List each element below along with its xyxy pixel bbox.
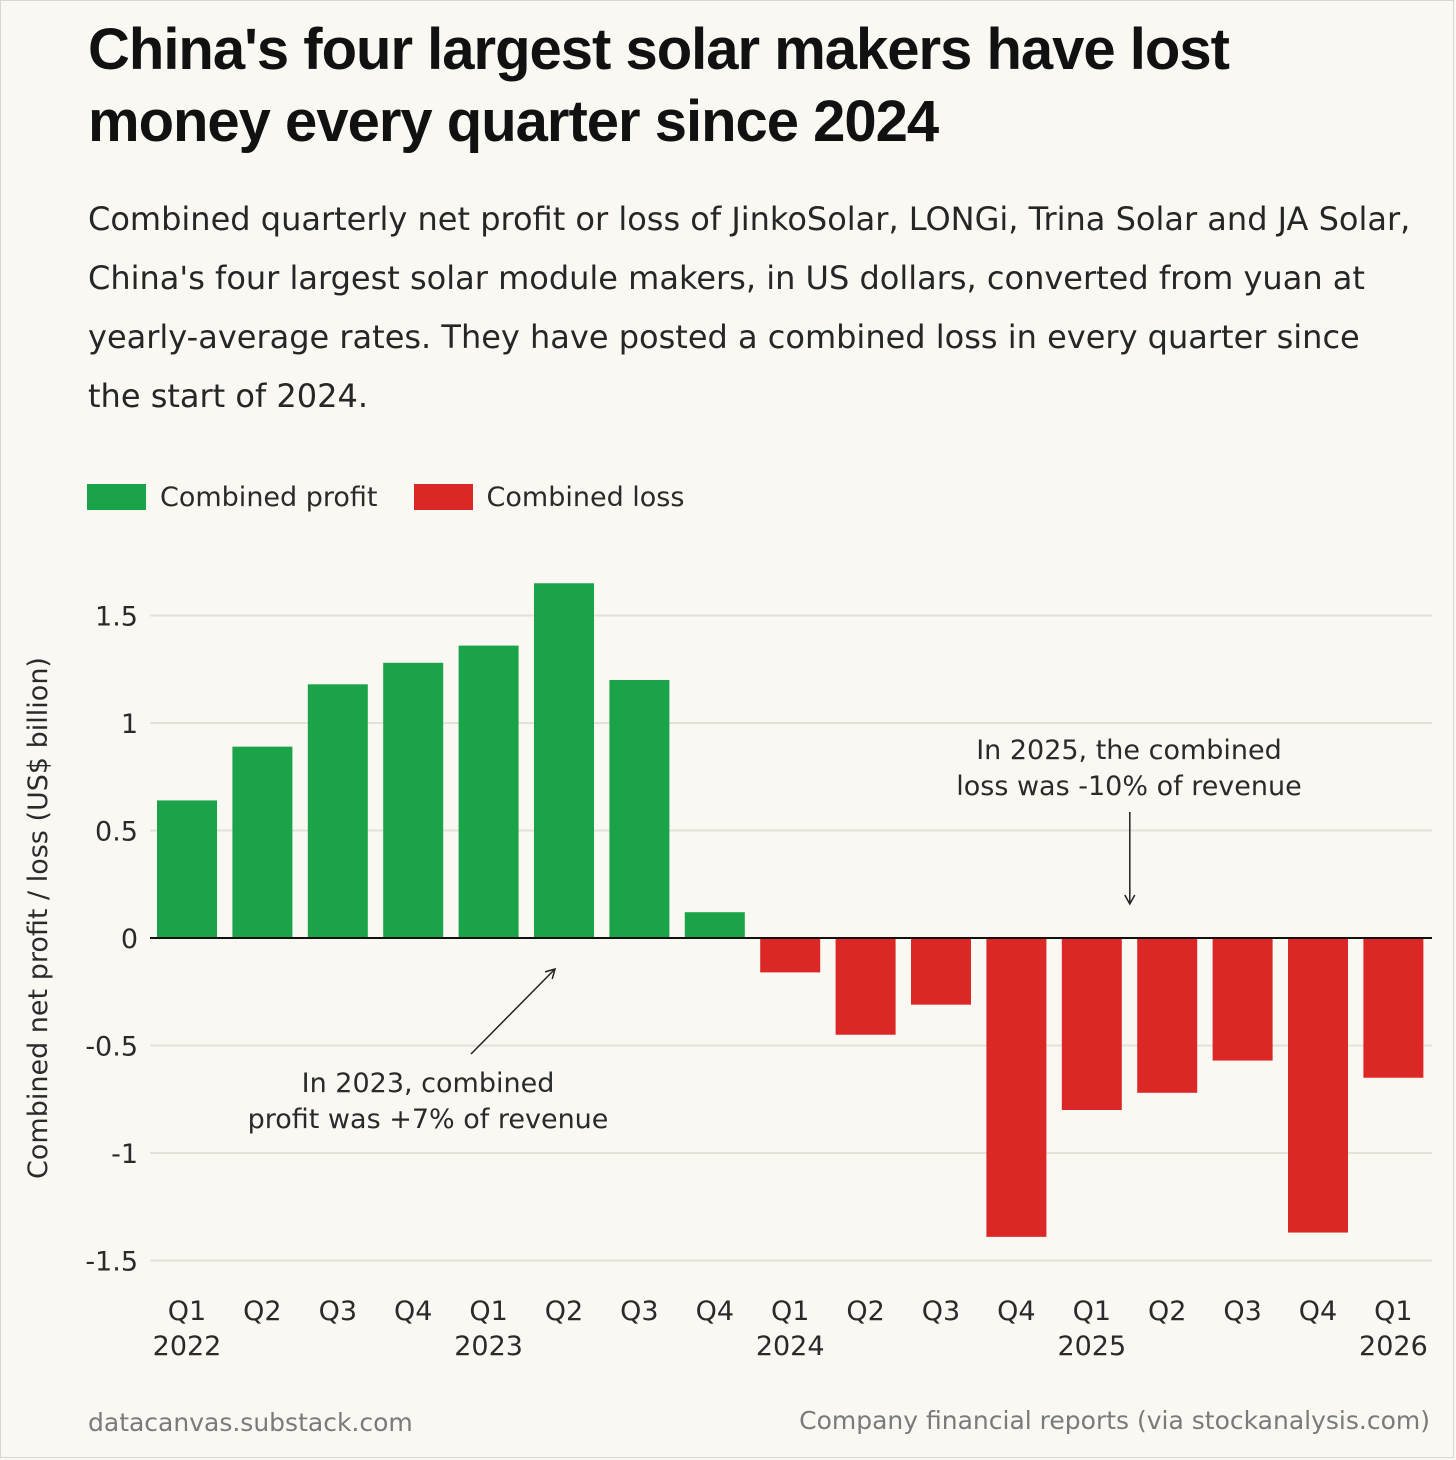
bar-q4-2023: [684, 912, 745, 938]
chart-title: China's four largest solar makers have l…: [88, 17, 1230, 154]
y-tick-label: 1.5: [95, 602, 138, 633]
x-tick-quarter: Q1: [469, 1296, 507, 1327]
bar-q2-2025: [1137, 938, 1198, 1093]
bar-q2-2022: [232, 746, 293, 938]
legend-label-profit: Combined profit: [160, 481, 378, 513]
legend-item-loss: Combined loss: [413, 481, 685, 513]
bar-q1-2022: [157, 800, 217, 938]
x-tick-quarter: Q4: [696, 1296, 734, 1327]
bar-q2-2024: [835, 938, 896, 1035]
bar-q1-2024: [760, 938, 821, 973]
x-tick-quarter: Q4: [1299, 1296, 1337, 1327]
y-tick-label: -1: [111, 1139, 138, 1170]
bar-q3-2022: [307, 684, 368, 938]
x-tick-quarter: Q1: [771, 1296, 809, 1327]
bar-q1-2026: [1363, 938, 1424, 1078]
bar-q4-2022: [383, 662, 444, 938]
x-tick-quarter: Q2: [545, 1296, 583, 1327]
x-tick-quarter: Q3: [1223, 1296, 1261, 1327]
x-tick-year: 2023: [454, 1331, 523, 1362]
y-axis-label: Combined net profit / loss (US$ billion): [23, 657, 54, 1179]
x-axis-ticks: Q1 2022 Q2 Q3 Q4 Q1 2023 Q2 Q3 Q4 Q1 2024 Q2 Q3 Q4 Q1 20…: [153, 1296, 1428, 1362]
annotation-2023-text: profit was +7% of revenue: [248, 1104, 609, 1135]
bar-q3-2023: [609, 680, 670, 938]
x-tick-year: 2025: [1057, 1331, 1126, 1362]
y-tick-label: 0.5: [95, 817, 138, 848]
x-tick-quarter: Q4: [394, 1296, 432, 1327]
x-tick-year: 2024: [756, 1331, 825, 1362]
y-axis-ticks: 1.5 1 0.5 0 -0.5 -1 -1.5: [85, 602, 138, 1278]
x-tick-quarter: Q3: [922, 1296, 960, 1327]
bar-q4-2025: [1288, 938, 1348, 1233]
x-tick-quarter: Q3: [620, 1296, 658, 1327]
legend-swatch-profit: [87, 484, 146, 510]
x-tick-year: 2026: [1359, 1331, 1428, 1362]
annotation-2025-text: In 2025, the combined: [976, 735, 1282, 766]
x-tick-quarter: Q1: [1073, 1296, 1111, 1327]
bar-q3-2025: [1212, 938, 1273, 1061]
bar-q1-2023: [458, 645, 519, 938]
bar-q4-2024: [986, 938, 1047, 1237]
annotation-2023-text: In 2023, combined: [302, 1068, 555, 1099]
bar-q3-2024: [911, 938, 971, 1005]
legend-label-loss: Combined loss: [486, 481, 685, 513]
bars: [157, 583, 1424, 1237]
x-tick-year: 2022: [153, 1331, 222, 1362]
x-tick-quarter: Q2: [846, 1296, 884, 1327]
annotation-2025-text: loss was -10% of revenue: [956, 771, 1302, 802]
y-tick-label: -0.5: [85, 1032, 138, 1063]
legend: Combined profit Combined loss: [87, 478, 720, 516]
x-tick-quarter: Q2: [243, 1296, 281, 1327]
bar-q2-2023: [534, 583, 594, 938]
footer-credit: datacanvas.substack.com: [88, 1408, 413, 1437]
annotation-2023-arrow: [470, 967, 557, 1055]
x-tick-quarter: Q2: [1148, 1296, 1186, 1327]
annotations: In 2023, combined profit was +7% of reven…: [248, 735, 1302, 1135]
chart-subtitle: Combined quarterly net profit or loss of…: [88, 200, 1411, 415]
y-tick-label: 1: [121, 709, 138, 740]
y-tick-label: -1.5: [85, 1247, 138, 1278]
y-tick-label: 0: [121, 924, 138, 955]
bar-q1-2025: [1061, 938, 1122, 1110]
x-tick-quarter: Q1: [1374, 1296, 1412, 1327]
x-tick-quarter: Q4: [997, 1296, 1035, 1327]
legend-swatch-loss: [413, 484, 473, 510]
x-tick-quarter: Q3: [319, 1296, 357, 1327]
x-tick-quarter: Q1: [168, 1296, 206, 1327]
footer-source: Company financial reports (via stockanal…: [799, 1406, 1430, 1435]
legend-item-profit: Combined profit: [87, 482, 378, 513]
